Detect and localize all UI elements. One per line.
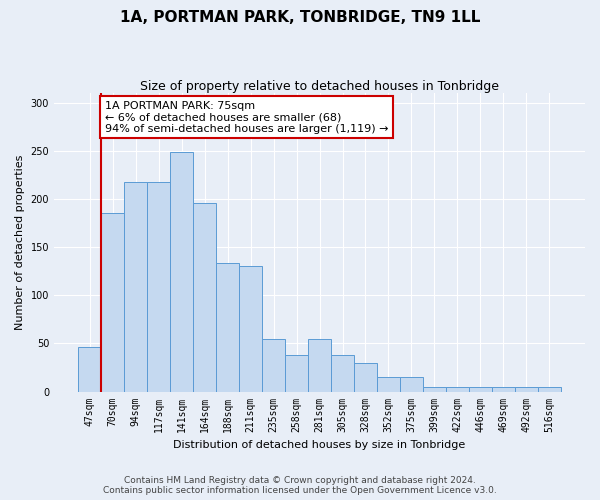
Bar [423, 386, 446, 392]
X-axis label: Distribution of detached houses by size in Tonbridge: Distribution of detached houses by size … [173, 440, 466, 450]
Bar [78, 348, 101, 392]
Bar [239, 266, 262, 392]
Bar [193, 203, 216, 392]
Bar [170, 152, 193, 392]
Bar [492, 386, 515, 392]
Bar [285, 355, 308, 392]
Bar [469, 386, 492, 392]
Bar [377, 377, 400, 392]
Bar [354, 362, 377, 392]
Bar [331, 355, 354, 392]
Bar [400, 377, 423, 392]
Text: 1A PORTMAN PARK: 75sqm
← 6% of detached houses are smaller (68)
94% of semi-deta: 1A PORTMAN PARK: 75sqm ← 6% of detached … [104, 100, 388, 134]
Bar [515, 386, 538, 392]
Y-axis label: Number of detached properties: Number of detached properties [15, 154, 25, 330]
Bar [446, 386, 469, 392]
Bar [538, 386, 561, 392]
Bar [124, 182, 147, 392]
Text: 1A, PORTMAN PARK, TONBRIDGE, TN9 1LL: 1A, PORTMAN PARK, TONBRIDGE, TN9 1LL [120, 10, 480, 25]
Text: Contains HM Land Registry data © Crown copyright and database right 2024.
Contai: Contains HM Land Registry data © Crown c… [103, 476, 497, 495]
Bar [101, 214, 124, 392]
Bar [147, 182, 170, 392]
Bar [262, 338, 285, 392]
Bar [308, 338, 331, 392]
Bar [216, 262, 239, 392]
Title: Size of property relative to detached houses in Tonbridge: Size of property relative to detached ho… [140, 80, 499, 93]
